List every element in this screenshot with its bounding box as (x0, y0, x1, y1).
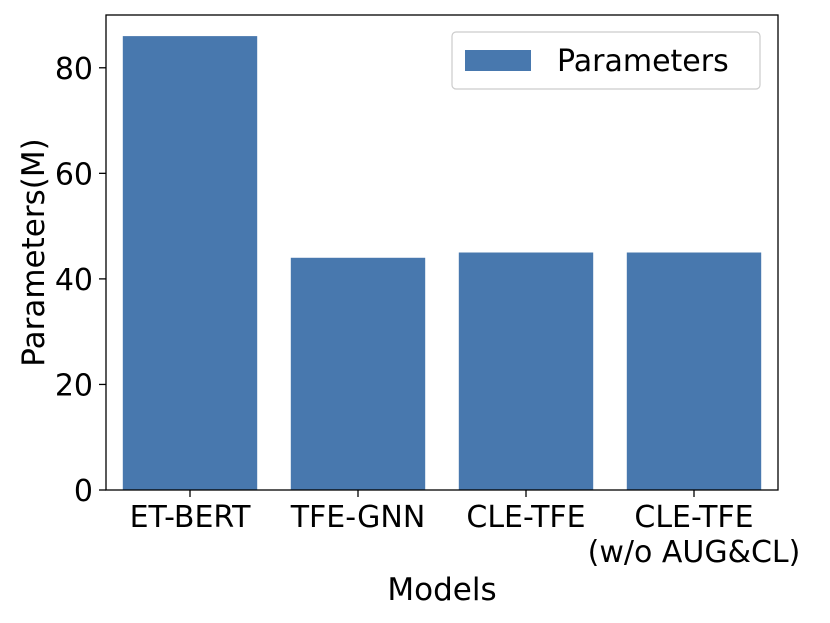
bar (458, 252, 594, 490)
bar (626, 252, 762, 490)
x-tick-label: (w/o AUG&CL) (588, 535, 801, 570)
legend-label: Parameters (557, 44, 729, 79)
bar (290, 257, 426, 490)
legend-box (451, 31, 761, 90)
y-tick-label: 20 (55, 368, 93, 403)
y-axis-title: Parameters(M) (16, 138, 52, 366)
x-tick-label: CLE-TFE (466, 500, 585, 535)
y-axis: 0 20 40 60 80 (55, 52, 106, 509)
legend-swatch (465, 50, 531, 71)
x-axis: ET-BERT TFE-GNN CLE-TFE CLE-TFE(w/o AUG&CL) (130, 490, 801, 570)
y-tick-label: 0 (74, 474, 93, 509)
x-axis-title: Models (387, 572, 496, 608)
plot-frame (105, 14, 779, 491)
x-tick-label: TFE-GNN (290, 500, 426, 535)
x-tick-label: ET-BERT (130, 500, 251, 535)
legend: Parameters (451, 31, 761, 90)
bar (122, 36, 258, 490)
y-tick-label: 60 (55, 157, 93, 192)
bars-group (122, 36, 762, 490)
y-tick-label: 80 (55, 52, 93, 87)
y-tick-label: 40 (55, 263, 93, 298)
x-tick-label: CLE-TFE (634, 500, 753, 535)
